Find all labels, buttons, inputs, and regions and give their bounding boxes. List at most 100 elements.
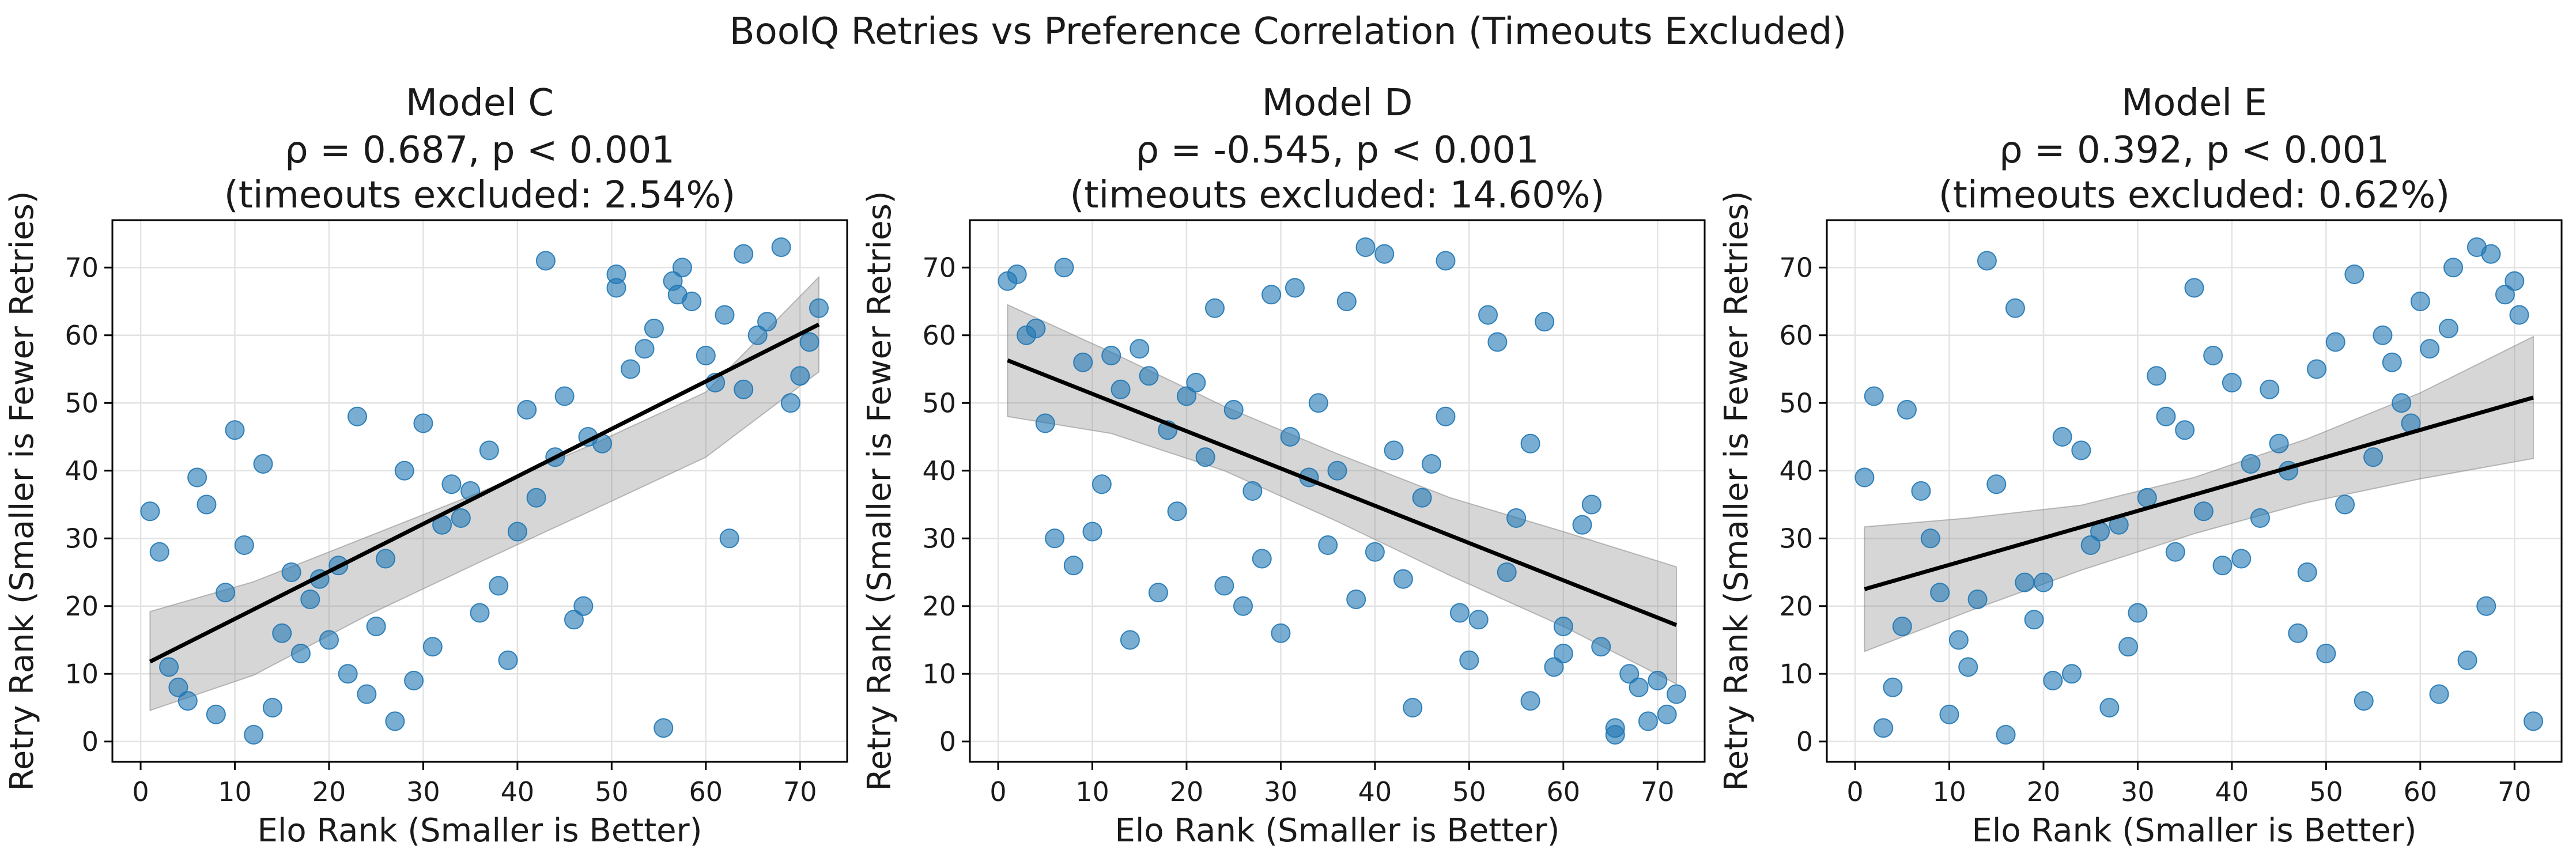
data-point (2156, 406, 2176, 426)
x-tick-label: 60 (1547, 776, 1581, 807)
data-point (2410, 292, 2430, 311)
data-point (1176, 386, 1196, 406)
data-point (1948, 630, 1969, 650)
data-point (1120, 630, 1140, 650)
data-point (1958, 657, 1978, 677)
data-point (2165, 542, 2185, 562)
data-point (517, 400, 537, 420)
data-point (1591, 637, 1611, 657)
data-point (790, 366, 810, 386)
data-point (2033, 572, 2053, 592)
data-point (2212, 556, 2233, 576)
data-point (2062, 664, 2082, 684)
data-point (1506, 508, 1527, 528)
data-point (2443, 258, 2464, 278)
x-tick-label: 30 (406, 776, 440, 807)
data-point (177, 691, 198, 711)
data-point (140, 501, 160, 522)
data-point (2250, 508, 2270, 528)
data-point (1073, 352, 1093, 372)
panel-title-line-3: (timeouts excluded: 0.62%) (1939, 174, 2450, 217)
data-point (2505, 271, 2525, 291)
y-tick-label: 30 (922, 523, 956, 554)
data-point (682, 292, 702, 311)
x-tick-label: 70 (2498, 776, 2532, 807)
data-point (1883, 677, 1903, 697)
data-point (1996, 725, 2016, 745)
data-point (2015, 572, 2035, 592)
data-point (606, 278, 626, 298)
data-point (747, 325, 768, 345)
data-point (2080, 535, 2101, 555)
data-point (1572, 515, 1592, 535)
y-axis-label: Retry Rank (Smaller is Fewer Retries) (1718, 191, 1755, 791)
y-tick-label: 0 (1796, 726, 1813, 757)
data-point (216, 583, 236, 603)
data-point (2128, 603, 2148, 623)
x-tick-label: 50 (595, 776, 629, 807)
axes-frame (111, 219, 848, 763)
panel-title-line-3: (timeouts excluded: 2.54%) (224, 174, 735, 217)
data-point (1412, 488, 1432, 508)
data-point (719, 528, 739, 549)
data-point (634, 339, 655, 359)
data-point (234, 535, 254, 555)
y-tick-label: 60 (922, 320, 956, 351)
panel-1: 0 10 20 30 40 50 60 70 0 10 20 30 40 50 60 70 Elo Rank (… (3, 82, 848, 849)
x-tick-label: 20 (1170, 776, 1204, 807)
data-point (1911, 481, 1931, 501)
data-point (1920, 528, 1940, 549)
data-point (1648, 671, 1668, 690)
data-point (2344, 265, 2365, 284)
data-point (1666, 684, 1686, 704)
y-tick-label: 10 (65, 658, 99, 689)
data-point (1223, 400, 1244, 420)
data-point (757, 312, 777, 332)
y-tick-label: 20 (922, 591, 956, 622)
data-point (498, 650, 518, 670)
data-point (348, 406, 367, 426)
x-tick-label: 0 (132, 776, 149, 807)
data-point (2043, 671, 2063, 690)
data-point (479, 440, 499, 460)
data-point (1535, 312, 1555, 332)
panel-title-line-3: (timeouts excluded: 14.60%) (1070, 174, 1604, 217)
data-point (1045, 528, 1065, 549)
data-point (206, 704, 226, 724)
x-tick-label: 30 (2121, 776, 2155, 807)
panel-2: 0 10 20 30 40 50 60 70 0 10 20 30 40 50 60 70 Elo Rank (… (861, 82, 1706, 849)
data-point (376, 549, 396, 569)
y-tick-label: 0 (939, 726, 956, 757)
data-point (2241, 454, 2261, 474)
data-point (2260, 379, 2280, 399)
data-point (564, 610, 584, 630)
data-point (2118, 637, 2139, 657)
data-point (2325, 332, 2345, 352)
data-point (2373, 325, 2393, 345)
x-tick-label: 70 (1641, 776, 1675, 807)
data-point (1261, 285, 1282, 305)
y-tick-label: 30 (65, 523, 99, 554)
x-tick-label: 10 (1075, 776, 1109, 807)
data-point (1252, 549, 1272, 569)
data-point (809, 298, 829, 318)
x-tick-label: 40 (501, 776, 535, 807)
x-tick-label: 50 (1452, 776, 1486, 807)
x-tick-label: 40 (2215, 776, 2249, 807)
data-point (2392, 393, 2412, 413)
data-point (225, 420, 245, 440)
axes-frame (969, 219, 1706, 763)
axes-frame (1826, 219, 2563, 763)
x-tick-label: 70 (783, 776, 817, 807)
data-point (554, 386, 575, 406)
data-point (2203, 346, 2223, 365)
panel-title-line-2: ρ = 0.687, p < 0.001 (285, 129, 675, 172)
x-tick-label: 0 (1846, 776, 1863, 807)
data-point (2481, 244, 2501, 264)
data-point (2099, 698, 2120, 717)
data-point (272, 623, 292, 643)
panel-title-line-2: ρ = -0.545, p < 0.001 (1135, 129, 1539, 172)
data-point (2137, 488, 2157, 508)
data-point (1487, 332, 1508, 352)
data-point (1167, 501, 1187, 522)
